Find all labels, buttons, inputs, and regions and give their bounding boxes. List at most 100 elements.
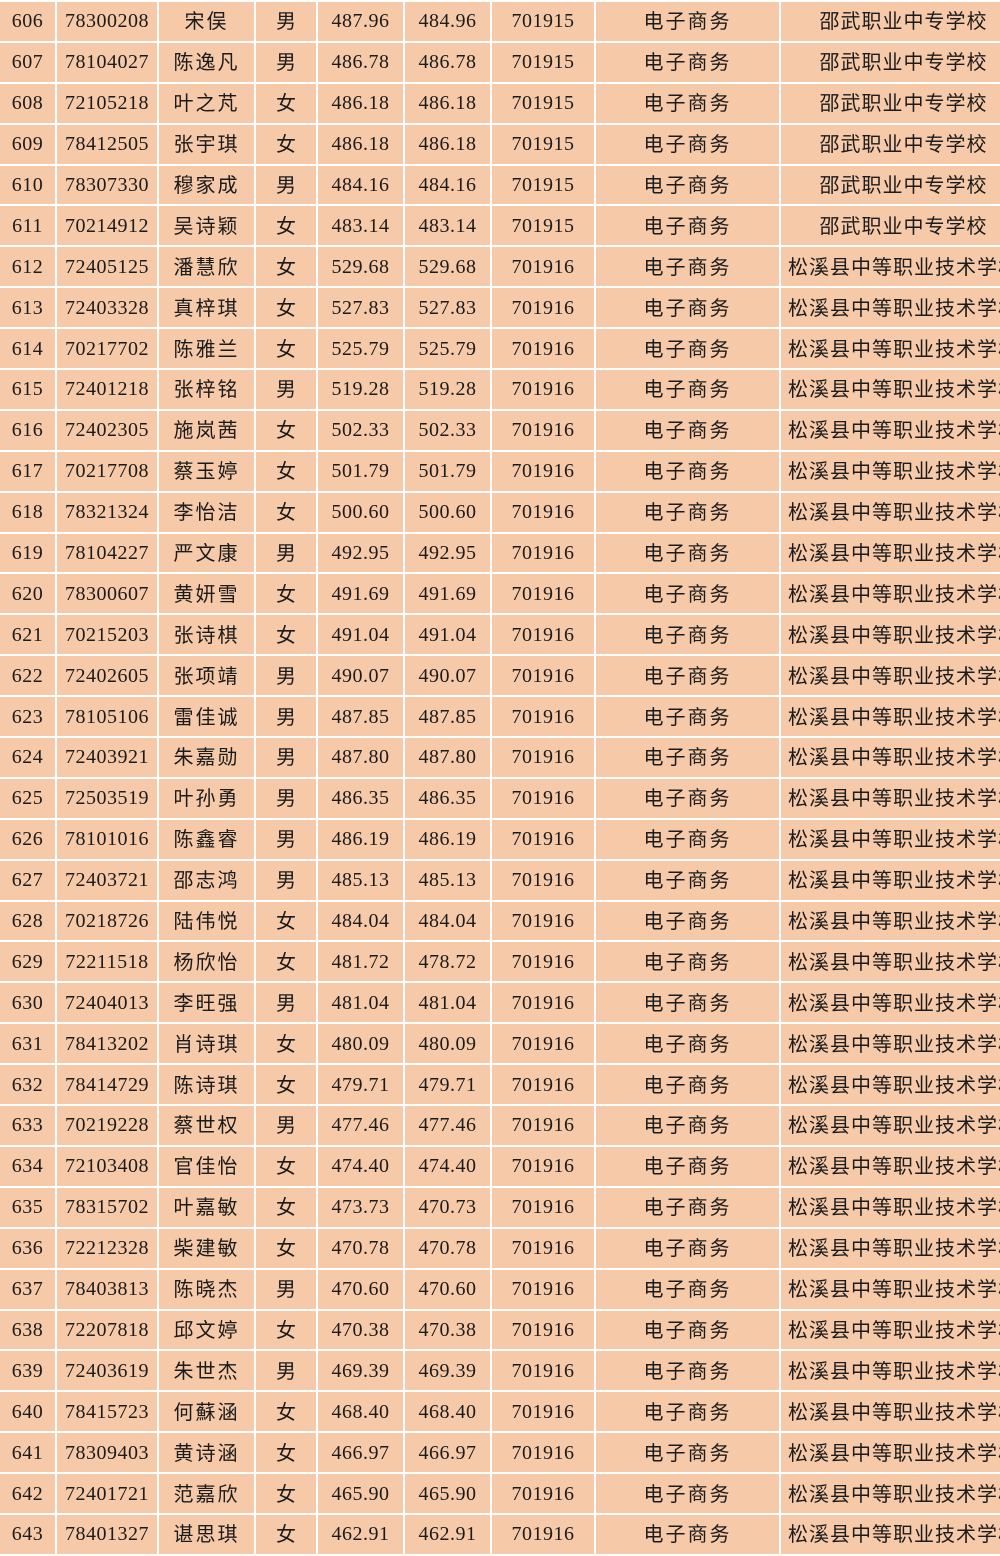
cell-total-score: 525.79 [318, 329, 405, 371]
table-row: 631 78413202 肖诗琪女 480.09 480.09 701916 电子商务 松溪县… [0, 1024, 1000, 1066]
cell-program-code: 701916 [492, 1269, 596, 1311]
cell-program-code: 701916 [492, 492, 596, 534]
cell-school-name: 松溪县中等职业技术学校 [781, 410, 1000, 452]
cell-examinee-number: 70217708 [57, 451, 159, 493]
table-row: 617 70217708 蔡玉婷女 501.79 501.79 701916 电子商务 松溪县… [0, 451, 1000, 493]
cell-sequence-number: 643 [0, 1514, 57, 1556]
table-row: 630 72404013 李旺强男 481.04 481.04 701916 电子商务 松溪县… [0, 983, 1000, 1025]
cell-major-name: 电子商务 [596, 738, 781, 779]
table-row: 624 72403921 朱嘉勋男 487.80 487.80 701916 电子商务 松溪县… [0, 738, 1000, 779]
cell-program-code: 701915 [492, 165, 596, 207]
cell-total-score: 484.16 [318, 165, 405, 207]
cell-admission-score: 486.78 [405, 42, 492, 84]
cell-examinee-number: 72212328 [57, 1228, 159, 1270]
cell-total-score: 490.07 [318, 656, 405, 698]
cell-program-code: 701916 [492, 983, 596, 1025]
cell-sequence-number: 629 [0, 942, 57, 984]
cell-sequence-number: 608 [0, 83, 57, 125]
cell-major-name: 电子商务 [596, 901, 781, 943]
cell-school-name: 邵武职业中专学校 [781, 165, 1000, 207]
cell-sequence-number: 621 [0, 615, 57, 657]
cell-program-code: 701916 [492, 901, 596, 943]
cell-total-score: 485.13 [318, 860, 405, 902]
cell-sequence-number: 617 [0, 451, 57, 493]
cell-gender: 女 [256, 124, 318, 166]
cell-school-name: 松溪县中等职业技术学校 [781, 778, 1000, 820]
cell-gender: 女 [256, 1433, 318, 1475]
cell-school-name: 松溪县中等职业技术学校 [781, 1433, 1000, 1475]
cell-program-code: 701916 [492, 451, 596, 493]
table-row: 642 72401721 范嘉欣女 465.90 465.90 701916 电子商务 松溪县… [0, 1474, 1000, 1515]
cell-gender: 女 [256, 329, 318, 371]
cell-admission-score: 486.18 [405, 124, 492, 166]
cell-school-name: 松溪县中等职业技术学校 [781, 1228, 1000, 1270]
table-row: 628 70218726 陆伟悦女 484.04 484.04 701916 电子商务 松溪县… [0, 901, 1000, 943]
table-row: 622 72402605 张项靖男 490.07 490.07 701916 电子商务 松溪县… [0, 656, 1000, 698]
cell-sequence-number: 615 [0, 370, 57, 411]
cell-examinee-number: 72401218 [57, 370, 159, 411]
table-row: 637 78403813 陈晓杰男 470.60 470.60 701916 电子商务 松溪县… [0, 1269, 1000, 1311]
cell-gender: 女 [256, 247, 318, 289]
cell-sequence-number: 624 [0, 738, 57, 779]
cell-sequence-number: 619 [0, 533, 57, 575]
cell-gender: 女 [256, 206, 318, 248]
cell-program-code: 701915 [492, 42, 596, 84]
cell-examinee-number: 78101016 [57, 819, 159, 861]
cell-total-score: 474.40 [318, 1146, 405, 1188]
cell-student-name: 穆家成 [159, 165, 256, 207]
cell-major-name: 电子商务 [596, 942, 781, 984]
table-row: 626 78101016 陈鑫睿男 486.19 486.19 701916 电子商务 松溪县… [0, 819, 1000, 861]
cell-total-score: 486.19 [318, 819, 405, 861]
cell-admission-score: 502.33 [405, 410, 492, 452]
cell-examinee-number: 70214912 [57, 206, 159, 248]
cell-examinee-number: 78412505 [57, 124, 159, 166]
cell-major-name: 电子商务 [596, 370, 781, 411]
cell-admission-score: 479.71 [405, 1065, 492, 1107]
cell-sequence-number: 625 [0, 778, 57, 820]
cell-admission-score: 527.83 [405, 288, 492, 330]
cell-admission-score: 484.16 [405, 165, 492, 207]
cell-sequence-number: 606 [0, 0, 57, 43]
cell-school-name: 松溪县中等职业技术学校 [781, 697, 1000, 739]
cell-program-code: 701916 [492, 819, 596, 861]
cell-school-name: 松溪县中等职业技术学校 [781, 492, 1000, 534]
cell-total-score: 486.18 [318, 83, 405, 125]
cell-sequence-number: 613 [0, 288, 57, 330]
cell-gender: 男 [256, 983, 318, 1025]
cell-examinee-number: 78321324 [57, 492, 159, 534]
cell-gender: 女 [256, 901, 318, 943]
cell-total-score: 486.35 [318, 778, 405, 820]
cell-major-name: 电子商务 [596, 1228, 781, 1270]
cell-major-name: 电子商务 [596, 329, 781, 371]
cell-program-code: 701916 [492, 615, 596, 657]
cell-admission-score: 500.60 [405, 492, 492, 534]
cell-admission-score: 466.97 [405, 1433, 492, 1475]
cell-program-code: 701916 [492, 697, 596, 739]
cell-gender: 女 [256, 1146, 318, 1188]
cell-major-name: 电子商务 [596, 656, 781, 698]
cell-admission-score: 486.19 [405, 819, 492, 861]
cell-examinee-number: 78309403 [57, 1433, 159, 1475]
cell-admission-score: 478.72 [405, 942, 492, 984]
cell-gender: 男 [256, 860, 318, 902]
table-row: 621 70215203 张诗棋女 491.04 491.04 701916 电子商务 松溪县… [0, 615, 1000, 657]
cell-admission-score: 470.60 [405, 1269, 492, 1311]
cell-major-name: 电子商务 [596, 1106, 781, 1147]
cell-sequence-number: 638 [0, 1310, 57, 1352]
cell-total-score: 529.68 [318, 247, 405, 289]
cell-admission-score: 470.78 [405, 1228, 492, 1270]
cell-sequence-number: 641 [0, 1433, 57, 1475]
cell-gender: 女 [256, 1514, 318, 1556]
cell-sequence-number: 642 [0, 1474, 57, 1515]
cell-program-code: 701916 [492, 410, 596, 452]
cell-total-score: 492.95 [318, 533, 405, 575]
cell-major-name: 电子商务 [596, 697, 781, 739]
cell-student-name: 朱世杰 [159, 1351, 256, 1393]
cell-major-name: 电子商务 [596, 0, 781, 43]
cell-admission-score: 474.40 [405, 1146, 492, 1188]
table-row: 633 70219228 蔡世权男 477.46 477.46 701916 电子商务 松溪县… [0, 1106, 1000, 1147]
cell-admission-score: 490.07 [405, 656, 492, 698]
cell-examinee-number: 78414729 [57, 1065, 159, 1107]
cell-examinee-number: 78307330 [57, 165, 159, 207]
cell-major-name: 电子商务 [596, 1433, 781, 1475]
